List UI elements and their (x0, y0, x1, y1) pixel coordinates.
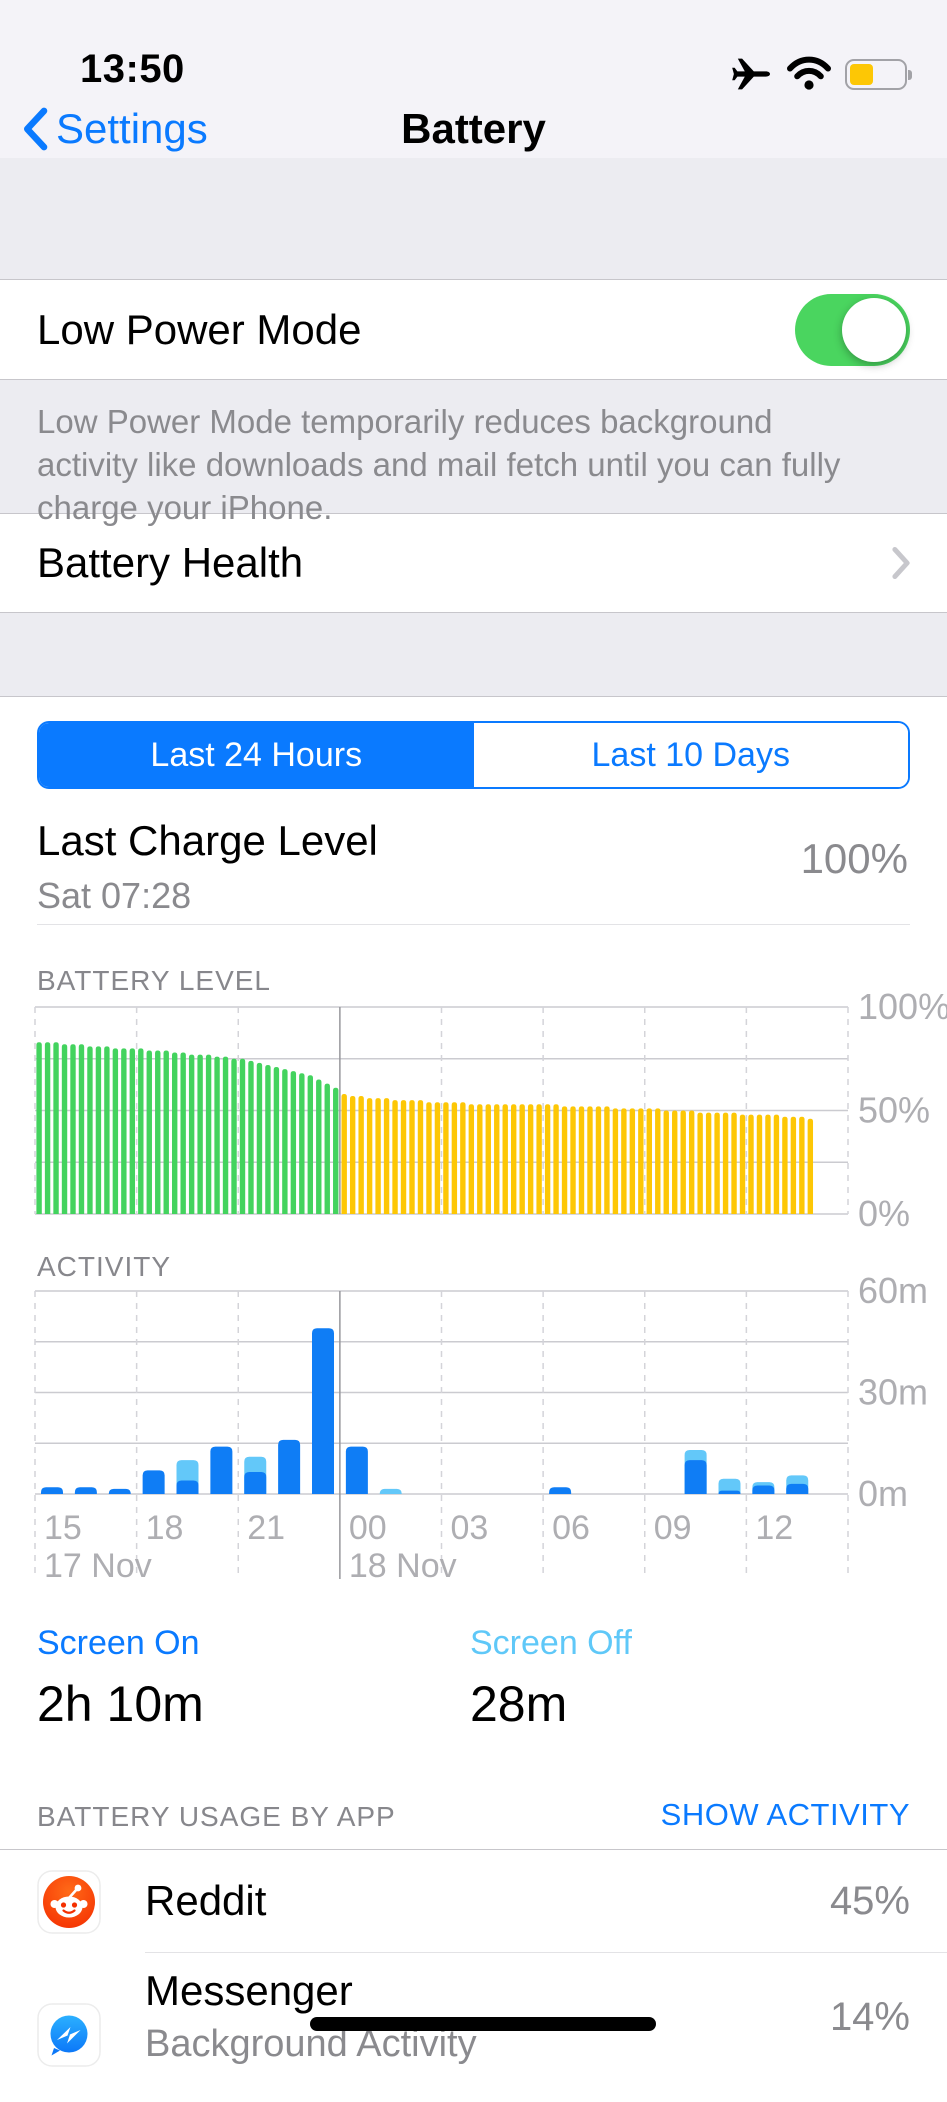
battery-usage-title: BATTERY USAGE BY APP (37, 1801, 396, 1832)
screen-on-summary: Screen On 2h 10m (37, 1624, 470, 1733)
battery-icon-nub (908, 69, 912, 80)
last-charge-time: Sat 07:28 (37, 875, 192, 916)
screen-time-summary: Screen On 2h 10m Screen Off 28m (0, 1624, 947, 1733)
back-button[interactable]: Settings (22, 105, 208, 153)
battery-usage-header: BATTERY USAGE BY APP SHOW ACTIVITY (0, 1797, 947, 1850)
airplane-mode-icon (731, 56, 773, 92)
home-indicator[interactable] (310, 2017, 656, 2031)
section-spacer (0, 158, 947, 280)
last-charge-value: 100% (800, 835, 908, 882)
svg-text:0m: 0m (858, 1473, 908, 1514)
tab-last-24-hours[interactable]: Last 24 Hours (39, 723, 474, 787)
screen-on-value: 2h 10m (37, 1676, 204, 1732)
battery-icon (845, 58, 912, 90)
battery-level-chart-title: BATTERY LEVEL (37, 965, 271, 996)
svg-text:17 Nov: 17 Nov (44, 1547, 152, 1585)
chevron-left-icon (22, 107, 48, 151)
low-power-mode-row: Low Power Mode (0, 280, 947, 380)
app-name: Messenger (145, 1967, 353, 2014)
svg-text:100%: 100% (858, 986, 947, 1027)
status-bar: 13:50 (0, 0, 947, 100)
top-chrome: 13:50 (0, 0, 947, 158)
screen-off-value: 28m (470, 1676, 568, 1732)
messenger-app-icon (37, 2002, 101, 2067)
activity-chart-title: ACTIVITY (37, 1251, 172, 1282)
last-charge-level-label: Last Charge Level (37, 817, 378, 864)
section-spacer (0, 613, 947, 697)
app-usage-row-reddit[interactable]: Reddit 45% (0, 1850, 947, 1953)
svg-text:09: 09 (654, 1509, 692, 1547)
svg-text:18: 18 (146, 1509, 184, 1547)
status-icons (731, 56, 912, 92)
low-power-mode-label: Low Power Mode (37, 305, 362, 353)
app-usage-percent: 14% (829, 1995, 910, 2039)
status-time: 13:50 (80, 47, 185, 91)
page-title: Battery (401, 105, 546, 152)
last-charge-level: Last Charge Level Sat 07:28 100% (37, 789, 910, 925)
svg-text:21: 21 (247, 1509, 285, 1547)
time-range-control: Last 24 Hours Last 10 Days (0, 697, 947, 789)
battery-health-row[interactable]: Battery Health (0, 513, 947, 613)
svg-text:30m: 30m (858, 1372, 928, 1413)
screen-off-summary: Screen Off 28m (470, 1624, 903, 1733)
svg-text:15: 15 (44, 1509, 82, 1547)
back-label: Settings (56, 105, 208, 152)
activity-chart: 60m 30m 0m 15 18 21 00 03 06 09 12 17 Nov 18 Nov (34, 1270, 928, 1585)
svg-text:00: 00 (349, 1509, 387, 1547)
svg-text:50%: 50% (858, 1090, 930, 1131)
app-usage-percent: 45% (829, 1878, 910, 1923)
screen-on-label: Screen On (37, 1624, 200, 1662)
app-name: Reddit (145, 1877, 267, 1924)
tab-last-10-days[interactable]: Last 10 Days (473, 723, 908, 787)
svg-text:12: 12 (755, 1509, 793, 1547)
toggle-knob (842, 297, 906, 362)
low-power-mode-footer: Low Power Mode temporarily reduces backg… (0, 380, 947, 526)
nav-bar: Settings Battery (0, 100, 947, 158)
reddit-app-icon (37, 1869, 101, 1934)
svg-text:60m: 60m (858, 1270, 928, 1311)
chevron-right-icon (892, 547, 910, 579)
wifi-icon (787, 56, 831, 91)
svg-text:18 Nov: 18 Nov (349, 1547, 457, 1585)
screen-off-label: Screen Off (470, 1624, 632, 1662)
low-power-mode-toggle[interactable] (795, 293, 910, 366)
svg-text:03: 03 (451, 1509, 489, 1547)
svg-text:0%: 0% (858, 1193, 910, 1234)
battery-level-chart: 100% 50% 0% (34, 986, 947, 1234)
svg-text:06: 06 (552, 1509, 590, 1547)
battery-icon-fill (850, 63, 873, 85)
show-activity-button[interactable]: SHOW ACTIVITY (660, 1797, 910, 1832)
battery-health-label: Battery Health (37, 539, 304, 586)
